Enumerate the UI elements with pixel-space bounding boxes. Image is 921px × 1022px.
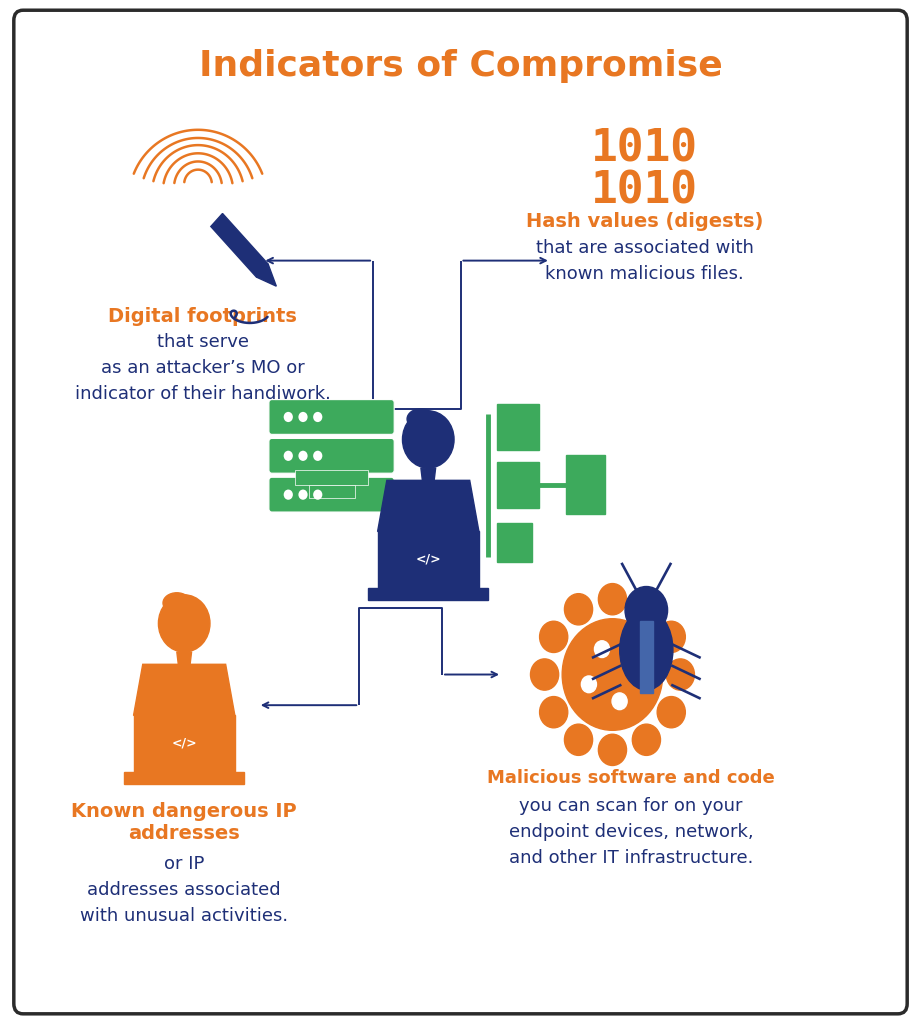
Circle shape [625, 587, 668, 634]
Text: that are associated with
known malicious files.: that are associated with known malicious… [536, 239, 753, 283]
Circle shape [298, 412, 308, 422]
Circle shape [540, 621, 567, 652]
Circle shape [627, 653, 642, 669]
Text: Hash values (digests): Hash values (digests) [526, 212, 764, 231]
Ellipse shape [163, 593, 191, 613]
Circle shape [658, 697, 685, 728]
Polygon shape [421, 468, 436, 483]
Circle shape [565, 725, 592, 755]
Polygon shape [134, 664, 235, 715]
Ellipse shape [620, 609, 673, 690]
Text: Indicators of Compromise: Indicators of Compromise [199, 49, 722, 84]
Text: </>: </> [171, 737, 197, 749]
FancyBboxPatch shape [269, 477, 394, 512]
FancyBboxPatch shape [269, 400, 394, 434]
Circle shape [402, 411, 454, 468]
Text: </>: </> [415, 553, 441, 565]
Text: Malicious software and code: Malicious software and code [487, 769, 775, 787]
Circle shape [284, 412, 293, 422]
FancyBboxPatch shape [269, 438, 394, 473]
Polygon shape [211, 214, 268, 277]
Circle shape [565, 594, 592, 624]
Circle shape [581, 676, 597, 693]
Circle shape [666, 659, 694, 690]
Polygon shape [134, 715, 235, 772]
Circle shape [599, 584, 626, 615]
Polygon shape [378, 531, 479, 588]
Circle shape [313, 490, 322, 500]
Circle shape [612, 693, 627, 709]
Circle shape [284, 451, 293, 461]
Text: you can scan for on your
endpoint devices, network,
and other IT infrastructure.: you can scan for on your endpoint device… [508, 797, 753, 867]
Bar [566, 455, 605, 514]
Circle shape [313, 451, 322, 461]
Polygon shape [368, 588, 488, 600]
Circle shape [633, 725, 660, 755]
Circle shape [599, 734, 626, 765]
Circle shape [594, 641, 610, 657]
Circle shape [284, 490, 293, 500]
Bar [497, 404, 539, 450]
Circle shape [298, 451, 308, 461]
Circle shape [313, 412, 322, 422]
Circle shape [658, 621, 685, 652]
Polygon shape [309, 485, 355, 498]
Polygon shape [378, 480, 479, 531]
Circle shape [633, 594, 660, 624]
Polygon shape [639, 620, 653, 693]
Text: 1010
1010: 1010 1010 [591, 128, 698, 212]
Polygon shape [295, 470, 368, 485]
Polygon shape [177, 652, 192, 667]
FancyBboxPatch shape [14, 10, 907, 1014]
Circle shape [530, 659, 559, 690]
Bar [497, 523, 532, 562]
Circle shape [562, 618, 663, 731]
Circle shape [158, 595, 210, 652]
Circle shape [298, 490, 308, 500]
Text: or IP
addresses associated
with unusual activities.: or IP addresses associated with unusual … [80, 855, 288, 925]
Ellipse shape [407, 409, 435, 429]
Bar [497, 462, 539, 508]
Polygon shape [256, 264, 276, 286]
Text: that serve
as an attacker’s MO or
indicator of their handiwork.: that serve as an attacker’s MO or indica… [75, 333, 331, 403]
Circle shape [540, 697, 567, 728]
Polygon shape [124, 772, 244, 784]
Text: Known dangerous IP
addresses: Known dangerous IP addresses [72, 802, 297, 843]
Text: Digital footprints: Digital footprints [108, 307, 297, 326]
